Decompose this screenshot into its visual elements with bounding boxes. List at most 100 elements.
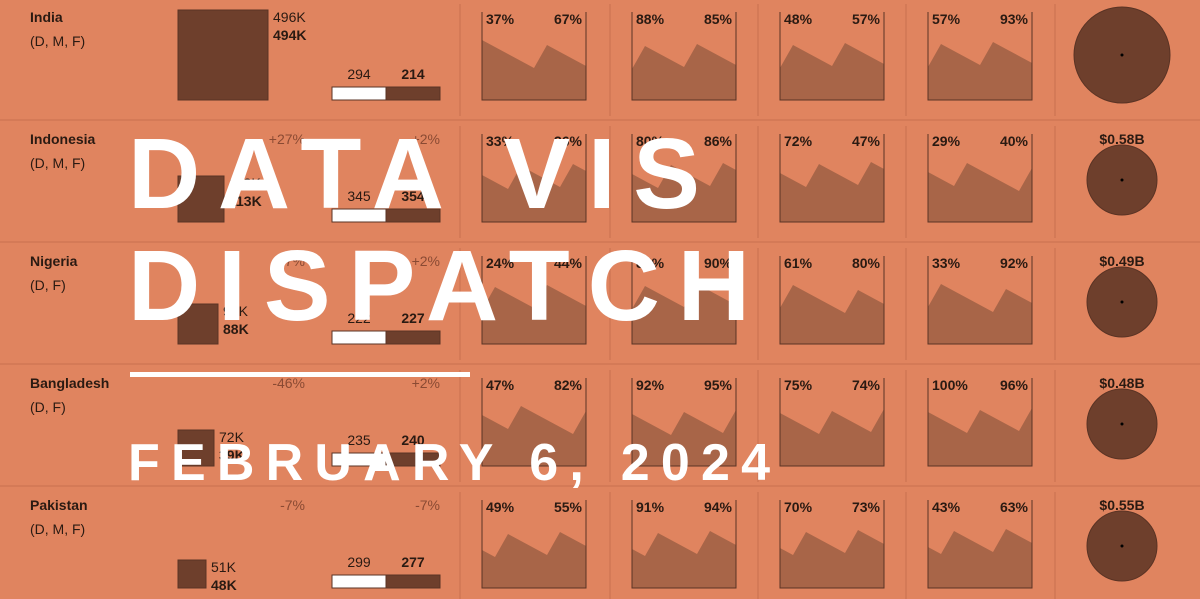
sparkline-frame bbox=[631, 134, 737, 223]
square-label: 51K bbox=[211, 559, 237, 575]
sparkline-area bbox=[632, 284, 736, 344]
circle-dot bbox=[1120, 544, 1124, 548]
square bbox=[177, 429, 215, 467]
square bbox=[177, 9, 269, 101]
bar bbox=[385, 574, 441, 589]
sparkline-area bbox=[632, 410, 736, 466]
country-groups: (D, M, F) bbox=[30, 33, 85, 49]
sparkline-frame bbox=[631, 500, 737, 589]
sparkline-area bbox=[632, 531, 736, 588]
sparkline-frame bbox=[779, 500, 885, 589]
pair-label: 57% bbox=[932, 11, 961, 27]
bar-label: 235 bbox=[347, 432, 371, 448]
circle-dot bbox=[1120, 53, 1124, 57]
pair-label: 91% bbox=[636, 499, 665, 515]
sparkline-frame bbox=[927, 134, 1033, 223]
pair-label: 48% bbox=[784, 11, 813, 27]
pair-label: 24% bbox=[486, 255, 515, 271]
country-name: Bangladesh bbox=[30, 375, 109, 391]
sparkline-frame bbox=[481, 134, 587, 223]
pair-label: 96% bbox=[1000, 377, 1029, 393]
pair-label: 95% bbox=[704, 377, 733, 393]
square bbox=[177, 303, 219, 345]
sparkline-area bbox=[928, 42, 1032, 100]
pair-label: 88% bbox=[636, 11, 665, 27]
change: +27% bbox=[269, 131, 305, 147]
country-name: Pakistan bbox=[30, 497, 88, 513]
country-name: Indonesia bbox=[30, 131, 96, 147]
sparkline-frame bbox=[779, 12, 885, 101]
bar-label: 227 bbox=[401, 310, 425, 326]
bar bbox=[385, 452, 441, 467]
pair-label: 80% bbox=[852, 255, 881, 271]
circle-dot bbox=[1120, 422, 1124, 426]
pair-label: 67% bbox=[554, 11, 583, 27]
sparkline-frame bbox=[481, 256, 587, 345]
pair-label: 44% bbox=[554, 255, 583, 271]
sparkline-frame bbox=[481, 378, 587, 467]
bar bbox=[385, 208, 441, 223]
sparkline-area bbox=[482, 285, 586, 344]
country-name: India bbox=[30, 9, 63, 25]
change: +2% bbox=[412, 375, 440, 391]
pair-label: 63% bbox=[1000, 499, 1029, 515]
sparkline-area bbox=[780, 409, 884, 466]
pair-label: 36% bbox=[554, 133, 583, 149]
change: +2% bbox=[412, 131, 440, 147]
pair-label: 55% bbox=[554, 499, 583, 515]
divider bbox=[130, 372, 470, 377]
sparkline-frame bbox=[927, 256, 1033, 345]
square-label: 92K bbox=[223, 303, 249, 319]
sparkline-area bbox=[928, 529, 1032, 588]
pair-label: 47% bbox=[852, 133, 881, 149]
country-groups: (D, F) bbox=[30, 277, 66, 293]
sparkline-area bbox=[928, 163, 1032, 222]
sparkline-frame bbox=[631, 12, 737, 101]
sparkline-area bbox=[482, 406, 586, 466]
sparkline-frame bbox=[927, 500, 1033, 589]
sparkline-area bbox=[780, 162, 884, 222]
square-label: 494K bbox=[273, 27, 306, 43]
pair-label: 43% bbox=[932, 499, 961, 515]
bar-label: 240 bbox=[401, 432, 425, 448]
pair-label: 94% bbox=[704, 499, 733, 515]
sparkline-area bbox=[780, 43, 884, 100]
square bbox=[177, 559, 207, 589]
pair-label: 90% bbox=[704, 255, 733, 271]
pair-label: 92% bbox=[1000, 255, 1029, 271]
pair-label: 82% bbox=[554, 377, 583, 393]
change: -7% bbox=[415, 497, 440, 513]
country-groups: (D, F) bbox=[30, 399, 66, 415]
pair-label: 74% bbox=[852, 377, 881, 393]
square-label: 72K bbox=[219, 429, 245, 445]
pair-label: 73% bbox=[852, 499, 881, 515]
pair-label: 57% bbox=[852, 11, 881, 27]
bar-label: 214 bbox=[401, 66, 425, 82]
country-name: Nigeria bbox=[30, 253, 78, 269]
change: +2% bbox=[412, 253, 440, 269]
square-label: 496K bbox=[273, 9, 306, 25]
sparkline-area bbox=[482, 40, 586, 100]
money: $0.48B bbox=[1099, 375, 1144, 391]
money: $0.49B bbox=[1099, 253, 1144, 269]
sparkline-frame bbox=[927, 378, 1033, 467]
bar-label: 277 bbox=[401, 554, 425, 570]
pair-label: 75% bbox=[784, 377, 813, 393]
sparkline-frame bbox=[779, 256, 885, 345]
sparkline-frame bbox=[481, 500, 587, 589]
sparkline-area bbox=[928, 408, 1032, 466]
pair-label: 92% bbox=[636, 377, 665, 393]
pair-label: 86% bbox=[704, 133, 733, 149]
sparkline-frame bbox=[779, 378, 885, 467]
pair-label: 29% bbox=[932, 133, 961, 149]
bar bbox=[385, 330, 441, 345]
bar-label: 294 bbox=[347, 66, 371, 82]
pair-label: 49% bbox=[486, 499, 515, 515]
pair-label: 33% bbox=[932, 255, 961, 271]
country-groups: (D, M, F) bbox=[30, 155, 85, 171]
pair-label: 100% bbox=[932, 377, 968, 393]
sparkline-area bbox=[632, 163, 736, 222]
bar-outline bbox=[331, 574, 387, 589]
